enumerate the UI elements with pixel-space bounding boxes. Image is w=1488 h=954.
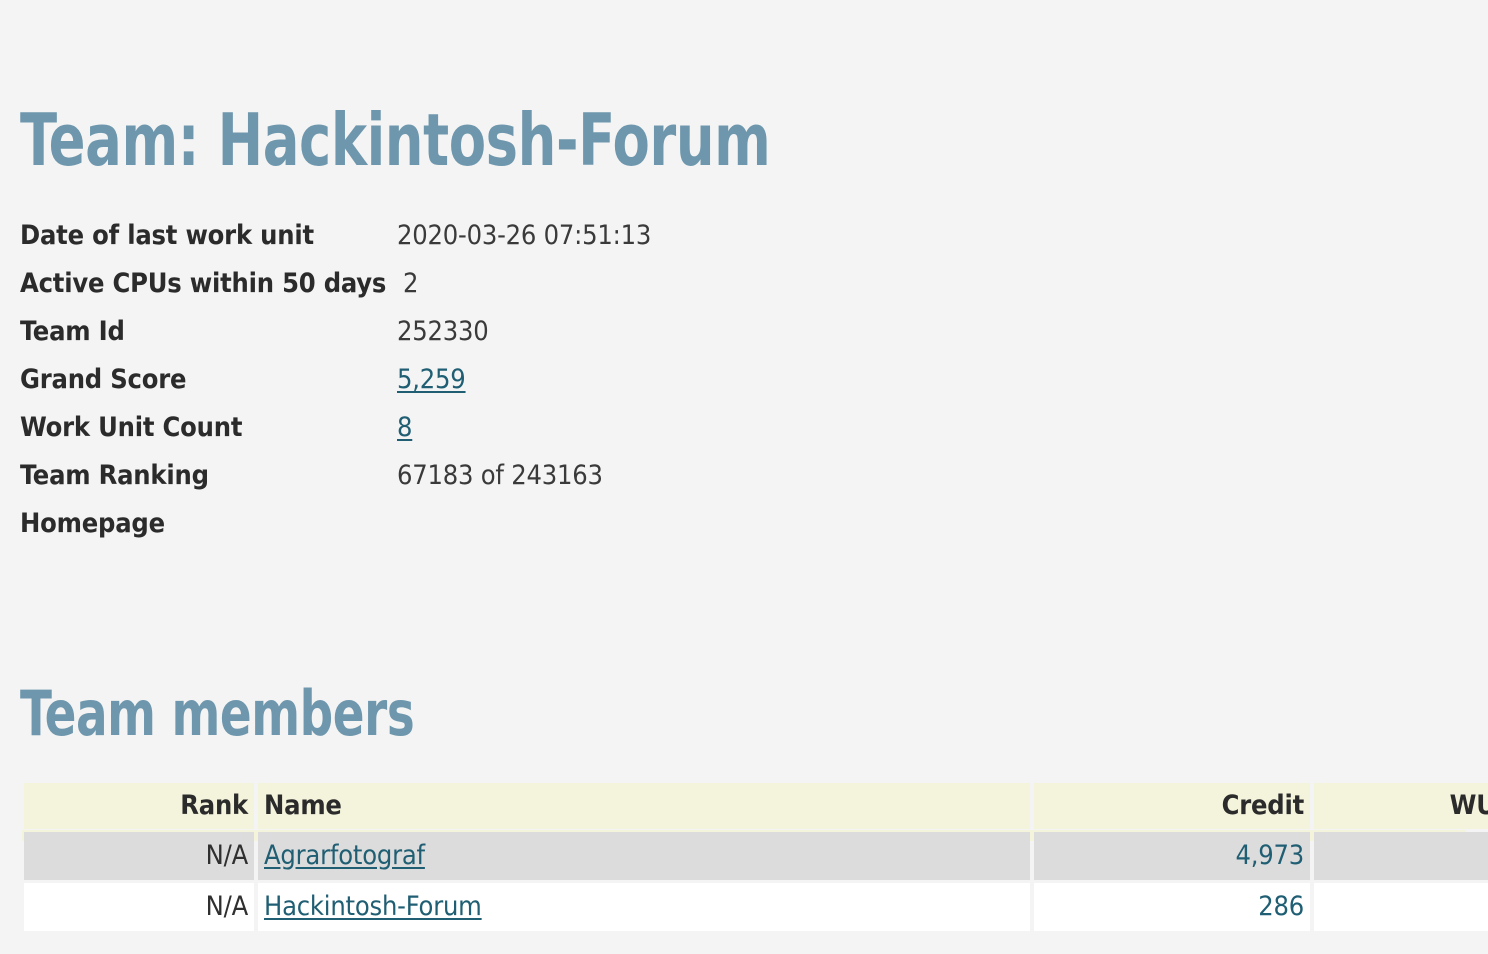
cell-name: Hackintosh-Forum [258, 883, 1030, 931]
table-row: N/A Hackintosh-Forum 286 1 [24, 883, 1488, 931]
team-members-heading: Team members [20, 677, 415, 751]
cell-wus: 7 [1314, 832, 1488, 880]
detail-row-date-of-last-work-unit: Date of last work unit 2020-03-26 07:51:1… [20, 218, 1020, 266]
cell-credit: 286 [1034, 883, 1310, 931]
cell-rank: N/A [24, 883, 254, 931]
detail-label: Work Unit Count [20, 412, 243, 443]
detail-row-homepage: Homepage [20, 506, 1020, 554]
member-name-link[interactable]: Hackintosh-Forum [264, 890, 482, 922]
detail-row-team-id: Team Id 252330 [20, 314, 1020, 362]
detail-value-date-of-last-work-unit: 2020-03-26 07:51:13 [397, 220, 652, 251]
table-head: Rank Name Credit WUs [24, 783, 1488, 829]
detail-value-work-unit-count: 8 [397, 410, 412, 446]
detail-label: Grand Score [20, 364, 187, 395]
detail-label: Date of last work unit [20, 220, 314, 251]
detail-value-team-id: 252330 [397, 316, 489, 347]
detail-value-team-ranking: 67183 of 243163 [397, 460, 603, 491]
detail-label: Team Id [20, 316, 125, 347]
detail-label: Team Ranking [20, 460, 209, 491]
detail-value-grand-score: 5,259 [397, 362, 466, 398]
detail-row-active-cpus: Active CPUs within 50 days 2 [20, 266, 1020, 314]
detail-row-grand-score: Grand Score 5,259 [20, 362, 1020, 410]
detail-label: Active CPUs within 50 days [20, 268, 387, 299]
table-row: N/A Agrarfotograf 4,973 7 [24, 832, 1488, 880]
cell-credit: 4,973 [1034, 832, 1310, 880]
column-header-wus[interactable]: WUs [1314, 783, 1488, 829]
detail-value-active-cpus: 2 [403, 268, 419, 299]
cell-rank: N/A [24, 832, 254, 880]
table-header-row: Rank Name Credit WUs [24, 783, 1488, 829]
cell-name: Agrarfotograf [258, 832, 1030, 880]
grand-score-link[interactable]: 5,259 [397, 364, 466, 395]
member-name-link[interactable]: Agrarfotograf [264, 839, 425, 871]
cell-wus: 1 [1314, 883, 1488, 931]
work-unit-count-link[interactable]: 8 [397, 412, 413, 443]
team-members-table: Rank Name Credit WUs N/A Agrarfotograf 4… [20, 780, 1488, 934]
team-details-list: Date of last work unit 2020-03-26 07:51:1… [20, 218, 1020, 554]
detail-label: Homepage [20, 508, 165, 539]
detail-row-work-unit-count: Work Unit Count 8 [20, 410, 1020, 458]
page-title: Team: Hackintosh-Forum [20, 98, 771, 183]
column-header-name[interactable]: Name [258, 783, 1030, 829]
detail-row-team-ranking: Team Ranking 67183 of 243163 [20, 458, 1020, 506]
column-header-credit[interactable]: Credit [1034, 783, 1310, 829]
column-header-rank[interactable]: Rank [24, 783, 254, 829]
table-body: N/A Agrarfotograf 4,973 7 N/A Hackintosh… [24, 832, 1488, 931]
